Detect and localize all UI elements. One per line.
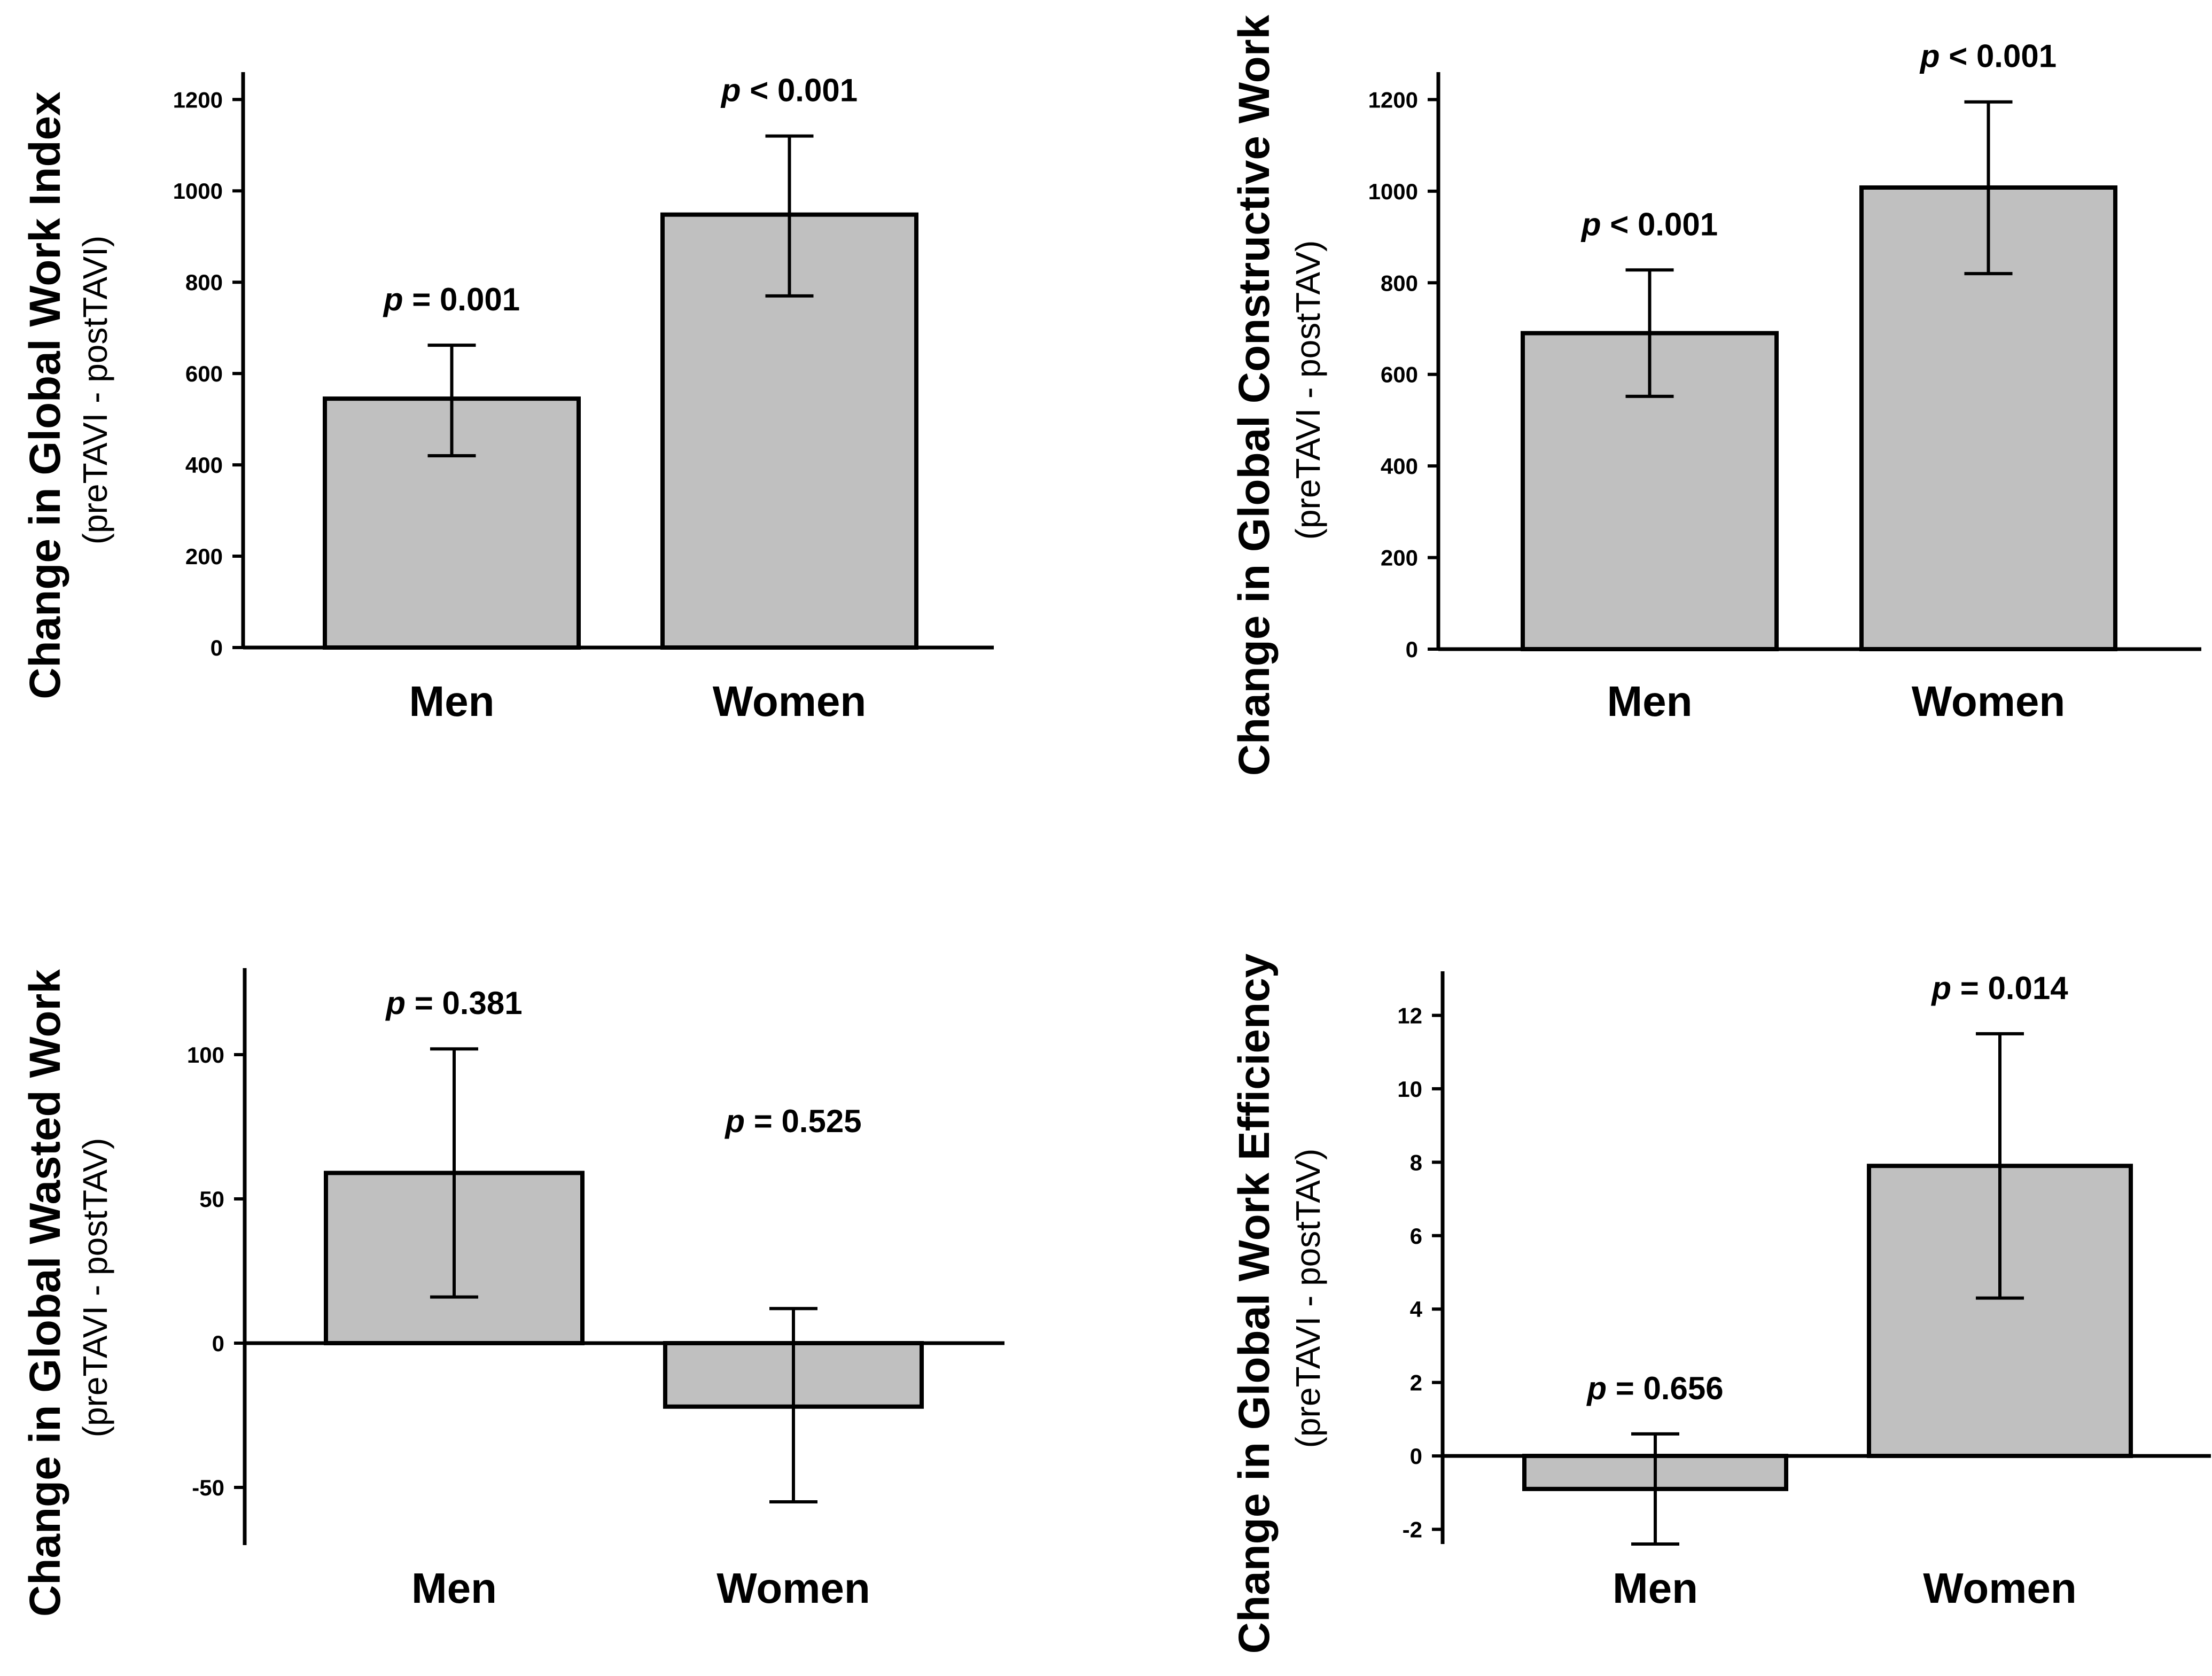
y-tick-label: 12 [1397,1003,1422,1028]
p-value-text: = 0.525 [745,1103,862,1139]
y-tick-label: 800 [1381,270,1418,295]
y-tick-label: 0 [211,635,223,660]
chart-panel-3: Change in Global Wasted Work (preTAVI - p… [21,968,1004,1617]
y-tick-label: 400 [1381,454,1418,479]
category-label-women: Women [713,677,866,725]
p-value-text: = 0.656 [1607,1370,1724,1406]
y-tick-label: -50 [192,1475,224,1500]
y-tick-label: -2 [1403,1517,1422,1542]
y-axis-title: Change in Global Work Index [21,91,69,699]
p-symbol: p [1930,970,1951,1006]
p-value-label: p < 0.001 [720,73,858,108]
category-label-men: Men [1613,1564,1698,1612]
category-label-men: Men [409,677,495,725]
y-tick-label: 6 [1410,1223,1422,1249]
y-axis-title: Change in Global Work Efficiency [1230,953,1279,1654]
category-label-men: Men [1607,677,1693,725]
y-tick-label: 0 [1410,1444,1422,1469]
y-tick-label: 8 [1410,1150,1422,1175]
chart-panel-1: Change in Global Work Index (preTAVI - po… [21,72,994,725]
p-value-text: = 0.001 [403,282,520,317]
y-tick-label: 1200 [1368,87,1418,112]
p-value-label: p = 0.656 [1586,1370,1723,1406]
y-tick-label: 50 [199,1187,224,1212]
p-value-text: = 0.381 [406,985,523,1021]
y-tick-label: 600 [185,361,223,386]
p-value-text: < 0.001 [1601,206,1718,242]
p-value-label: p < 0.001 [1919,38,2057,74]
y-tick-label: 800 [185,270,223,295]
p-symbol: p [383,282,403,317]
p-symbol: p [1586,1370,1607,1406]
p-value-label: p = 0.381 [385,985,522,1021]
p-value-label: p = 0.525 [724,1103,861,1139]
y-tick-label: 100 [187,1042,224,1067]
y-tick-label: 0 [1406,637,1418,662]
y-tick-label: 10 [1397,1077,1422,1102]
p-value-label: p = 0.014 [1930,970,2068,1006]
y-tick-label: 0 [212,1331,224,1356]
p-value-text: < 0.001 [1940,38,2057,74]
y-tick-label: 200 [1381,545,1418,571]
p-value-label: p = 0.001 [383,282,520,317]
p-symbol: p [385,985,406,1021]
y-axis-title: Change in Global Wasted Work [21,969,69,1617]
p-value-text: = 0.014 [1951,970,2068,1006]
chart-panel-4: Change in Global Work Efficiency (preTAVI… [1230,953,2211,1654]
y-axis-subtitle: (preTAVI - postTAV) [1289,1149,1327,1448]
y-axis-subtitle: (preTAVI - postTAV) [1289,240,1327,540]
category-label-women: Women [1912,677,2065,725]
y-tick-label: 2 [1410,1370,1422,1396]
y-tick-label: 1200 [173,87,223,112]
p-symbol: p [724,1103,745,1139]
y-axis-subtitle: (preTAVI - postTAVI) [76,236,114,544]
y-tick-label: 4 [1410,1297,1423,1322]
p-symbol: p [1580,206,1601,242]
p-value-label: p < 0.001 [1580,206,1718,242]
y-tick-label: 1000 [1368,179,1418,204]
p-value-text: < 0.001 [741,73,858,108]
y-tick-label: 400 [185,453,223,478]
y-tick-label: 1000 [173,178,223,204]
y-tick-label: 200 [185,544,223,569]
y-axis-title: Change in Global Constructive Work [1230,14,1279,776]
category-label-women: Women [1923,1564,2076,1612]
y-tick-label: 600 [1381,362,1418,387]
p-symbol: p [1919,38,1940,74]
p-symbol: p [720,73,741,108]
chart-panel-2: Change in Global Constructive Work (preTA… [1230,14,2201,776]
category-label-men: Men [411,1564,497,1612]
category-label-women: Women [716,1564,870,1612]
y-axis-subtitle: (preTAVI - postTAV) [76,1138,114,1438]
